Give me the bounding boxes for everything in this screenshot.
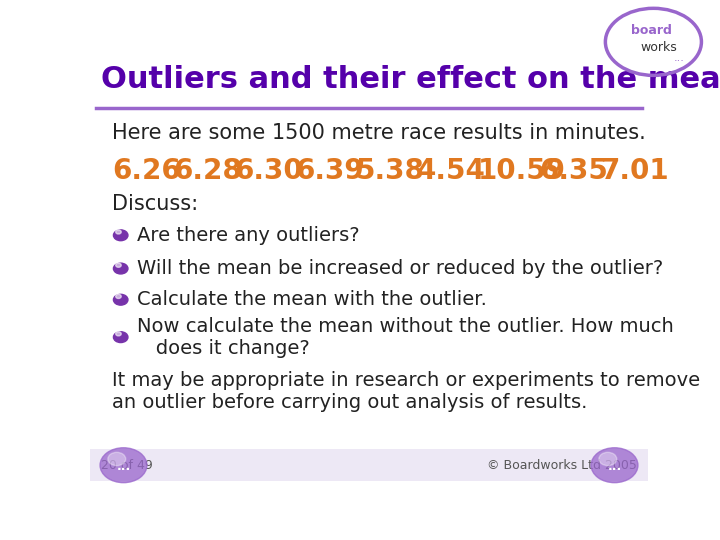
Text: 6.35: 6.35 [539,157,608,185]
Circle shape [114,332,128,342]
Text: Now calculate the mean without the outlier. How much
   does it change?: Now calculate the mean without the outli… [138,316,674,357]
Text: 6.30: 6.30 [234,157,303,185]
Text: 6.39: 6.39 [295,157,364,185]
Text: ...: ... [608,460,621,472]
Text: It may be appropriate in research or experiments to remove
an outlier before car: It may be appropriate in research or exp… [112,370,701,411]
Text: works: works [640,41,677,54]
Text: 7.01: 7.01 [600,157,668,185]
Circle shape [114,263,128,274]
Text: Are there any outliers?: Are there any outliers? [138,226,360,245]
Text: 10.59: 10.59 [478,157,566,185]
Text: board: board [631,24,672,37]
Text: Calculate the mean with the outlier.: Calculate the mean with the outlier. [138,290,487,309]
Circle shape [108,453,126,465]
Circle shape [100,448,147,483]
Text: Discuss:: Discuss: [112,194,199,214]
Circle shape [116,294,121,299]
Circle shape [591,448,638,483]
Circle shape [114,294,128,305]
Text: 20 of 49: 20 of 49 [101,458,153,472]
Circle shape [116,332,121,336]
Text: 6.26: 6.26 [112,157,181,185]
Text: 6.28: 6.28 [174,157,242,185]
Text: ...: ... [674,53,685,63]
Text: ...: ... [117,460,130,472]
FancyBboxPatch shape [90,449,648,481]
Text: Here are some 1500 metre race results in minutes.: Here are some 1500 metre race results in… [112,124,646,144]
Text: 5.38: 5.38 [356,157,425,185]
Text: Outliers and their effect on the mean: Outliers and their effect on the mean [101,65,720,94]
Circle shape [114,230,128,241]
Text: Will the mean be increased or reduced by the outlier?: Will the mean be increased or reduced by… [138,259,664,278]
Circle shape [599,453,617,465]
Text: © Boardworks Ltd 2005: © Boardworks Ltd 2005 [487,458,637,472]
Circle shape [116,230,121,234]
Text: 4.54: 4.54 [417,157,486,185]
Circle shape [116,263,121,267]
